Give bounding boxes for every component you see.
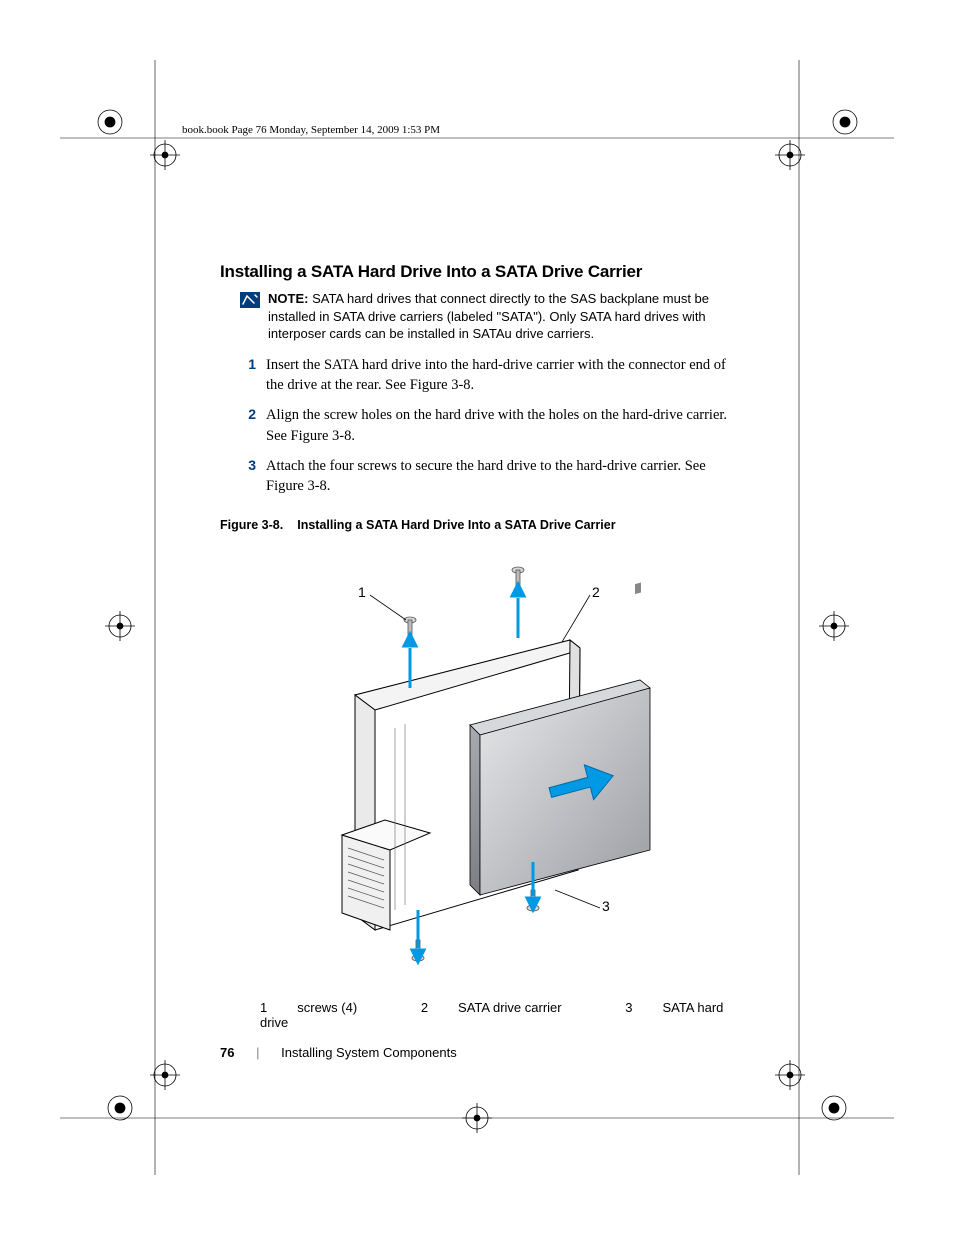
footer-divider: | bbox=[256, 1045, 259, 1060]
callout-3: 3 bbox=[602, 898, 610, 914]
main-content: Installing a SATA Hard Drive Into a SATA… bbox=[220, 262, 740, 1030]
callout-1: 1 bbox=[358, 584, 366, 600]
note-text: NOTE: SATA hard drives that connect dire… bbox=[268, 290, 740, 343]
note-icon bbox=[240, 292, 260, 308]
section-heading: Installing a SATA Hard Drive Into a SATA… bbox=[220, 262, 740, 282]
callout-2: 2 bbox=[592, 584, 600, 600]
page-footer: 76 | Installing System Components bbox=[220, 1045, 457, 1060]
step-number: 2 bbox=[244, 405, 256, 446]
figure-legend: 1screws (4) 2SATA drive carrier 3SATA ha… bbox=[220, 1000, 740, 1030]
step-number: 1 bbox=[244, 355, 256, 396]
figure-caption: Figure 3-8.Installing a SATA Hard Drive … bbox=[220, 518, 740, 532]
step-text: Insert the SATA hard drive into the hard… bbox=[266, 355, 740, 396]
step-text: Align the screw holes on the hard drive … bbox=[266, 405, 740, 446]
chapter-name: Installing System Components bbox=[281, 1045, 457, 1060]
note-block: NOTE: SATA hard drives that connect dire… bbox=[220, 290, 740, 343]
step-number: 3 bbox=[244, 456, 256, 497]
page-number: 76 bbox=[220, 1045, 234, 1060]
header-runner: book.book Page 76 Monday, September 14, … bbox=[182, 124, 440, 136]
steps-list: 1 Insert the SATA hard drive into the ha… bbox=[220, 355, 740, 497]
figure-illustration: 1 2 3 bbox=[240, 550, 720, 980]
step-item: 3 Attach the four screws to secure the h… bbox=[220, 456, 740, 497]
step-text: Attach the four screws to secure the har… bbox=[266, 456, 740, 497]
step-item: 2 Align the screw holes on the hard driv… bbox=[220, 405, 740, 446]
step-item: 1 Insert the SATA hard drive into the ha… bbox=[220, 355, 740, 396]
